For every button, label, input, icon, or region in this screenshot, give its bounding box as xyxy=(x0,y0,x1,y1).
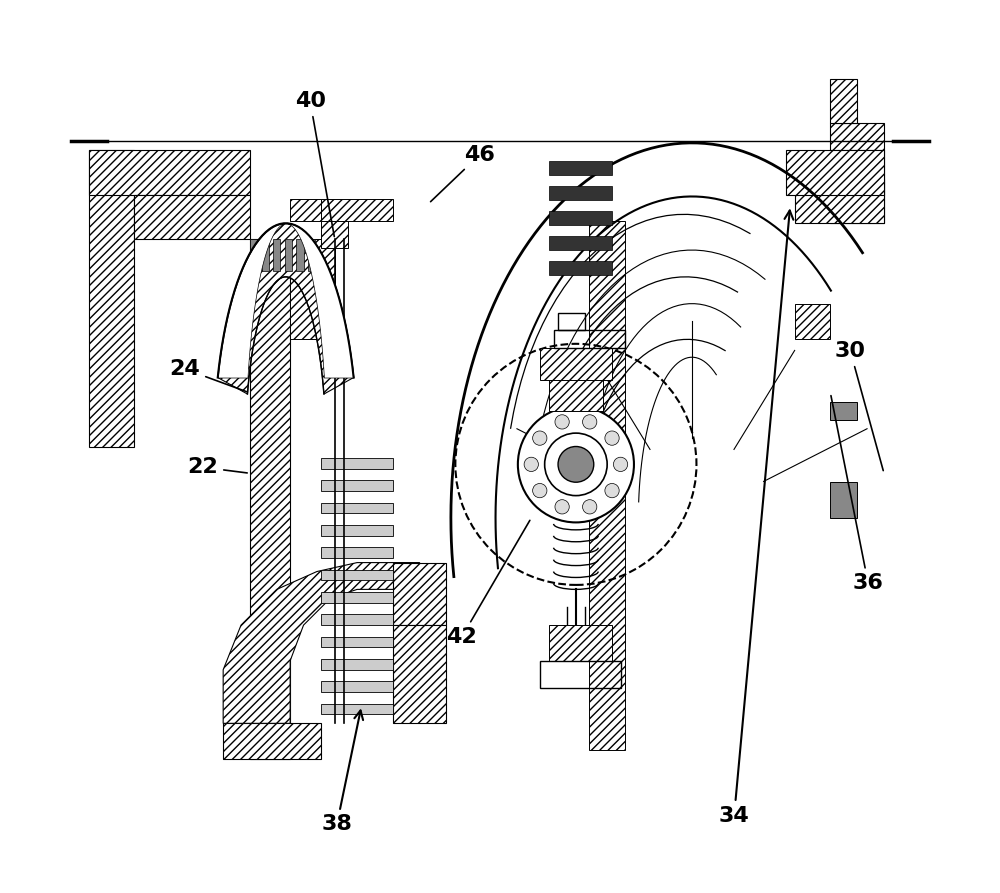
Text: 36: 36 xyxy=(831,396,884,593)
Polygon shape xyxy=(540,348,612,380)
Text: 24: 24 xyxy=(170,359,247,392)
Polygon shape xyxy=(321,547,393,558)
Polygon shape xyxy=(549,211,612,225)
Polygon shape xyxy=(795,304,830,339)
Circle shape xyxy=(583,500,597,514)
Polygon shape xyxy=(296,239,304,271)
Polygon shape xyxy=(321,614,393,625)
Polygon shape xyxy=(549,625,612,661)
Polygon shape xyxy=(89,150,250,195)
Polygon shape xyxy=(830,482,857,518)
Polygon shape xyxy=(262,239,269,271)
Polygon shape xyxy=(549,161,612,175)
Polygon shape xyxy=(589,221,625,750)
Polygon shape xyxy=(549,236,612,250)
Polygon shape xyxy=(786,150,884,195)
Polygon shape xyxy=(218,223,354,394)
Polygon shape xyxy=(549,261,612,275)
Circle shape xyxy=(518,406,634,522)
Polygon shape xyxy=(549,380,603,411)
Text: 40: 40 xyxy=(295,91,334,237)
Polygon shape xyxy=(321,637,393,647)
Polygon shape xyxy=(321,480,393,491)
Circle shape xyxy=(533,483,547,497)
Text: 30: 30 xyxy=(835,341,883,471)
Circle shape xyxy=(583,414,597,429)
Polygon shape xyxy=(321,659,393,670)
Polygon shape xyxy=(321,525,393,536)
Circle shape xyxy=(605,483,619,497)
Polygon shape xyxy=(321,570,393,580)
Polygon shape xyxy=(321,592,393,603)
Polygon shape xyxy=(321,704,393,714)
Polygon shape xyxy=(250,239,290,759)
Polygon shape xyxy=(830,402,857,420)
Polygon shape xyxy=(290,199,321,221)
Polygon shape xyxy=(223,563,420,723)
Circle shape xyxy=(613,457,628,472)
Polygon shape xyxy=(830,150,884,223)
Polygon shape xyxy=(393,625,446,723)
Text: 22: 22 xyxy=(187,457,247,477)
Circle shape xyxy=(558,446,594,482)
Polygon shape xyxy=(134,195,250,239)
Polygon shape xyxy=(273,239,280,271)
Polygon shape xyxy=(549,186,612,200)
Text: 38: 38 xyxy=(321,711,363,834)
Polygon shape xyxy=(308,239,315,271)
Circle shape xyxy=(555,500,569,514)
Polygon shape xyxy=(250,239,257,271)
Polygon shape xyxy=(290,239,335,339)
Polygon shape xyxy=(321,503,393,513)
Polygon shape xyxy=(795,179,884,223)
Text: 46: 46 xyxy=(431,145,495,202)
Circle shape xyxy=(533,431,547,446)
Circle shape xyxy=(605,431,619,446)
Polygon shape xyxy=(830,123,884,150)
Polygon shape xyxy=(285,239,292,271)
Circle shape xyxy=(555,414,569,429)
Polygon shape xyxy=(321,199,393,221)
Polygon shape xyxy=(223,723,321,759)
Polygon shape xyxy=(321,221,348,248)
Text: 34: 34 xyxy=(719,211,793,825)
Circle shape xyxy=(524,457,538,472)
Circle shape xyxy=(545,433,607,496)
Text: 42: 42 xyxy=(446,521,530,647)
Polygon shape xyxy=(321,681,393,692)
Polygon shape xyxy=(393,563,446,625)
Polygon shape xyxy=(89,150,134,446)
Polygon shape xyxy=(321,458,393,469)
Polygon shape xyxy=(830,79,857,123)
